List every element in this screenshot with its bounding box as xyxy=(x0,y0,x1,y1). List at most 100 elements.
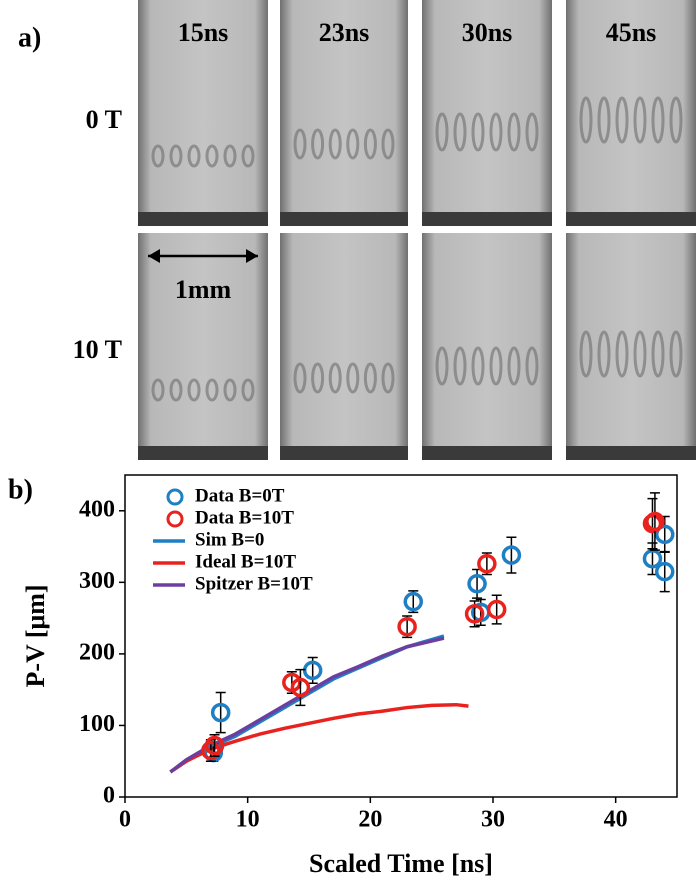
micrograph xyxy=(280,233,408,460)
arrow-head xyxy=(148,249,258,263)
spike xyxy=(579,96,593,144)
spike xyxy=(633,96,647,144)
panel-label: a) xyxy=(18,22,41,53)
micrograph xyxy=(280,0,408,226)
data-point xyxy=(477,553,497,574)
micrograph-base xyxy=(566,446,696,460)
legend-label: Sim B=0 xyxy=(195,529,264,550)
data-point xyxy=(210,702,231,723)
data-point xyxy=(486,599,507,620)
data-point xyxy=(654,561,675,582)
spike xyxy=(669,96,683,144)
image-grid xyxy=(138,0,696,460)
column-label: 23ns xyxy=(319,18,370,47)
spike xyxy=(651,96,665,144)
micrograph xyxy=(422,233,552,460)
spike xyxy=(151,144,165,168)
y-tick-label: 100 xyxy=(79,711,115,737)
micrograph-base xyxy=(566,212,696,226)
data-point xyxy=(464,604,485,624)
spike xyxy=(169,144,183,168)
error-bar xyxy=(472,568,483,599)
spike xyxy=(223,378,237,402)
micrograph-base xyxy=(280,446,408,460)
spike xyxy=(346,128,360,160)
spike xyxy=(597,330,611,378)
error-bar xyxy=(215,691,226,734)
spike xyxy=(471,112,485,152)
legend-marker xyxy=(166,510,184,528)
y-tick-label: 200 xyxy=(79,639,115,665)
panel-label: b) xyxy=(8,474,33,505)
data-point xyxy=(204,735,225,756)
spike xyxy=(293,128,307,160)
row-label: 0 T xyxy=(86,105,122,134)
spike xyxy=(435,346,449,386)
spike xyxy=(241,144,255,168)
spike xyxy=(507,112,521,152)
y-tick-label: 300 xyxy=(79,568,115,594)
error-bar xyxy=(647,497,658,550)
spike xyxy=(328,362,342,394)
legend-marker xyxy=(166,488,184,506)
micrograph xyxy=(138,233,268,460)
spike xyxy=(241,378,255,402)
legend-label: Data B=0T xyxy=(195,485,285,506)
scale-label: 1mm xyxy=(175,275,232,304)
error-bar xyxy=(506,536,517,574)
spike xyxy=(669,330,683,378)
spike xyxy=(489,112,503,152)
data-point xyxy=(467,574,487,594)
column-label: 45ns xyxy=(606,18,657,47)
spike xyxy=(151,378,165,402)
x-tick-label: 30 xyxy=(481,807,505,833)
spike xyxy=(435,112,449,152)
legend-label: Ideal B=10T xyxy=(195,551,296,572)
error-bar xyxy=(649,492,660,551)
x-axis-label: Scaled Time [ns] xyxy=(309,849,493,878)
spike xyxy=(381,362,395,394)
data-point xyxy=(654,524,675,545)
spike xyxy=(489,346,503,386)
micrograph-base xyxy=(138,446,268,460)
x-tick-label: 0 xyxy=(119,807,131,833)
spike xyxy=(579,330,593,378)
spike xyxy=(471,346,485,386)
y-tick-label: 400 xyxy=(79,496,115,522)
micrograph-base xyxy=(422,446,552,460)
spike xyxy=(525,112,539,152)
spike xyxy=(363,128,377,160)
micrograph-base xyxy=(280,212,408,226)
spike xyxy=(381,128,395,160)
spike xyxy=(453,346,467,386)
micrograph xyxy=(566,233,696,460)
spike xyxy=(507,346,521,386)
spike xyxy=(525,346,539,386)
plot-frame xyxy=(124,474,678,798)
spike xyxy=(328,128,342,160)
data-point xyxy=(403,591,424,612)
column-label: 30ns xyxy=(462,18,513,47)
micrograph xyxy=(566,0,696,226)
spike xyxy=(187,144,201,168)
column-label: 15ns xyxy=(178,18,229,47)
x-tick-label: 20 xyxy=(358,807,382,833)
spike xyxy=(311,362,325,394)
micrograph xyxy=(138,0,268,226)
error-bar xyxy=(659,550,670,593)
row-label: 10 T xyxy=(73,335,122,364)
data-point xyxy=(645,511,665,532)
data-point xyxy=(290,677,311,698)
x-tick-label: 10 xyxy=(236,807,260,833)
spike xyxy=(633,330,647,378)
micrograph-base xyxy=(138,212,268,226)
spike xyxy=(651,330,665,378)
x-tick-label: 40 xyxy=(604,807,628,833)
spike xyxy=(363,362,377,394)
y-axis-label: P-V [μm] xyxy=(21,584,50,687)
micrograph-base xyxy=(422,212,552,226)
spike xyxy=(293,362,307,394)
spike xyxy=(187,378,201,402)
spike xyxy=(169,378,183,402)
data-point xyxy=(501,545,522,565)
